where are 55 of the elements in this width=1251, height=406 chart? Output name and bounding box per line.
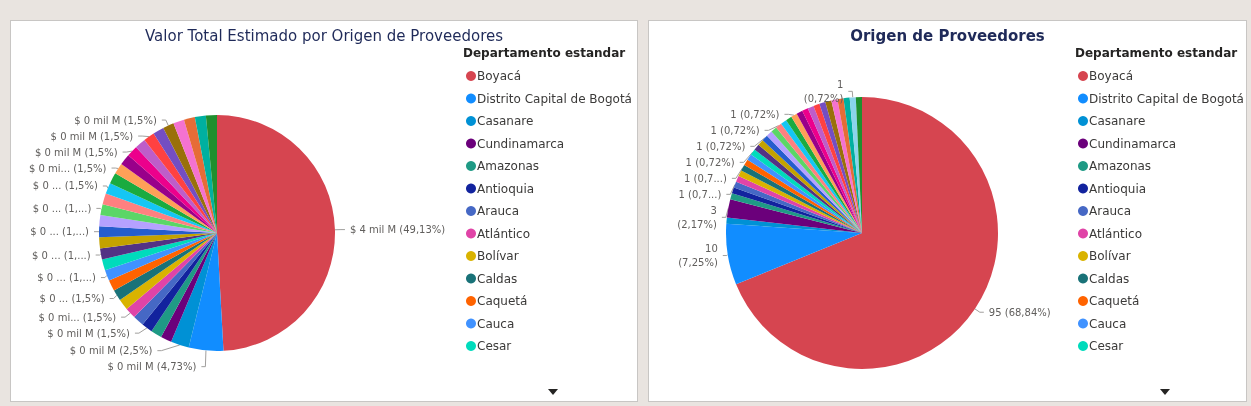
- data-label: $ 0 mi... (1,5%): [38, 311, 117, 323]
- legend-label: Bolívar: [477, 249, 519, 263]
- legend-label: Caldas: [477, 271, 518, 286]
- legend-label: Antioquia: [477, 181, 535, 196]
- data-label: 1 (0,72%): [710, 124, 760, 136]
- legend-label: Cundinamarca: [477, 136, 565, 151]
- legend-label: Caquetá: [1089, 294, 1140, 308]
- data-label: $ 0 ... (1,5%): [39, 293, 105, 305]
- data-label: $ 0 mi... (1,5%): [29, 162, 107, 174]
- data-label: 95 (68,84%): [988, 306, 1051, 318]
- legend-label: Casanare: [1089, 114, 1146, 128]
- data-label: $ 0 mil M (1,5%): [50, 130, 134, 142]
- data-label: $ 0 mil M (1,5%): [47, 327, 131, 339]
- legend-label: Atlántico: [477, 226, 530, 241]
- legend-title: Departamento estandar: [463, 46, 626, 60]
- data-label: 3 (2,17%): [677, 204, 717, 230]
- data-label: $ 0 mil M (1,5%): [35, 146, 118, 158]
- data-label: $ 0 mil M (1,5%): [74, 114, 157, 126]
- data-label: $ 0 ... (1,...): [32, 202, 92, 214]
- legend-label: Cesar: [1089, 339, 1124, 353]
- data-label: $ 0 mil M (4,73%): [107, 361, 197, 373]
- data-label: $ 0 mil M (2,5%): [69, 345, 153, 357]
- legend-label: Boyacá: [477, 69, 521, 83]
- legend-title: Departamento estandar: [1075, 46, 1238, 60]
- legend-label: Caquetá: [477, 294, 528, 308]
- data-label: 1 (0,72%): [803, 78, 844, 104]
- data-label: 1 (0,72%): [696, 140, 746, 152]
- legend-label: Cesar: [477, 339, 512, 353]
- legend-label: Caldas: [1089, 271, 1130, 286]
- chart-title: Origen de Proveedores: [850, 26, 1045, 45]
- data-label: $ 4 mil M (49,13%): [349, 224, 446, 236]
- legend-label: Amazonas: [477, 159, 540, 173]
- data-label: $ 0 ... (1,...): [30, 226, 90, 238]
- data-label: 1 (0,7...): [684, 172, 727, 184]
- legend-label: Arauca: [477, 204, 520, 218]
- legend-label: Atlántico: [1089, 226, 1142, 241]
- legend-label: Amazonas: [1089, 159, 1152, 173]
- legend-label: Cundinamarca: [1089, 136, 1177, 151]
- data-label: 1 (0,72%): [685, 156, 735, 168]
- legend-label: Distrito Capital de Bogotá: [1089, 91, 1244, 106]
- legend-label: Antioquia: [1089, 181, 1147, 196]
- data-label: $ 0 ... (1,5%): [32, 180, 98, 192]
- data-label: 1 (0,7...): [678, 188, 722, 200]
- chart-title: Valor Total Estimado por Origen de Proveedores: [144, 26, 504, 45]
- legend-label: Bolívar: [1089, 249, 1131, 263]
- legend-label: Cauca: [477, 316, 515, 331]
- data-label: 10 (7,25%): [678, 243, 718, 269]
- legend-label: Arauca: [1089, 204, 1132, 218]
- legend-label: Casanare: [477, 114, 534, 128]
- data-label: $ 0 ... (1,...): [31, 249, 91, 261]
- data-label: $ 0 ... (1,...): [37, 272, 97, 284]
- legend-label: Distrito Capital de Bogotá: [477, 91, 632, 106]
- legend-label: Cauca: [1089, 316, 1127, 331]
- data-label: 1 (0,72%): [730, 108, 780, 120]
- legend-label: Boyacá: [1089, 69, 1133, 83]
